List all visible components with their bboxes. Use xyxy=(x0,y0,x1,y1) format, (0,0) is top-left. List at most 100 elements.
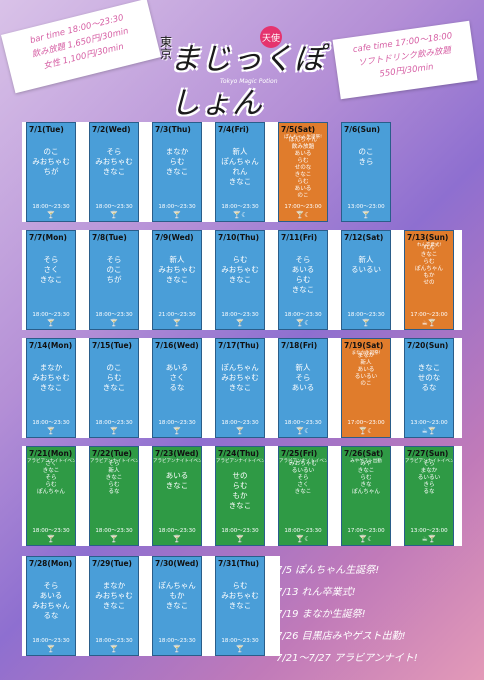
cocktail-icon: 🍸 xyxy=(109,535,119,543)
cocktail-icon: 🍸 xyxy=(361,211,371,219)
day-hours: 18:00〜23:30 xyxy=(158,204,196,210)
staff-name: みおちゃん xyxy=(32,601,70,610)
day-cell: 7/6(Sun) のこ きら 13:00〜23:00 🍸 xyxy=(341,122,391,222)
staff-name: あいる xyxy=(294,151,312,157)
staff-name: きなこ xyxy=(228,601,252,610)
staff-name: あいる xyxy=(165,363,189,372)
week-row: 7/28(Mon) そら あいる みおちゃん るな 18:00〜23:30 🍸 7/29(Tu… xyxy=(22,556,280,656)
cocktail-icon: 🍸 xyxy=(172,645,182,653)
staff-name: ぽんちゃん xyxy=(352,489,380,495)
staff-name: きら xyxy=(358,157,374,166)
staff-name: のこ xyxy=(106,265,122,274)
day-date: 7/16(Wed) xyxy=(155,341,199,350)
staff-list: そら あいる らむ きなこ xyxy=(279,255,327,295)
day-event-label: アラビアンナイトイベント xyxy=(90,459,139,464)
staff-name: 新人 xyxy=(108,468,120,474)
day-hours: 13:00〜23:00 xyxy=(410,528,448,534)
staff-name: のこ xyxy=(106,363,122,372)
day-date: 7/5(Sat) xyxy=(281,125,316,134)
day-cell: 7/28(Mon) そら あいる みおちゃん るな 18:00〜23:30 🍸 xyxy=(26,556,76,656)
cocktail-icon: 🍸 xyxy=(109,427,119,435)
staff-name: らむ xyxy=(295,275,311,284)
day-cell: 7/18(Fri) 新人 そら あいる 18:00〜23:30 🍸☾ xyxy=(278,338,328,438)
staff-name: 新人 xyxy=(295,363,311,372)
day-cell: 7/9(Wed) 新人 みおちゃむ きなこ 21:00〜23:30 🍸 xyxy=(152,230,202,330)
day-cell: 7/17(Thu) ぽんちゃん みおちゃむ きなこ 18:00〜23:30 🍸 xyxy=(215,338,265,438)
staff-list: あいる さく るな xyxy=(153,363,201,393)
day-date: 7/7(Mon) xyxy=(29,233,67,242)
staff-name: ぽんちゃん xyxy=(415,266,443,272)
staff-name: らむ xyxy=(108,482,120,488)
cocktail-icon: 🍸 xyxy=(235,535,245,543)
staff-list: 新人 るいるい xyxy=(342,255,390,275)
day-hours: 18:00〜23:30 xyxy=(284,312,322,318)
staff-name: れん xyxy=(232,167,248,176)
staff-name: きなこ xyxy=(228,501,252,510)
staff-name: きなこ xyxy=(105,475,123,481)
day-hours: 18:00〜23:30 xyxy=(95,312,133,318)
day-hours: 13:00〜23:00 xyxy=(347,204,385,210)
staff-name: きなこ xyxy=(102,167,126,176)
day-hours: 18:00〜23:30 xyxy=(95,204,133,210)
staff-name: らむ xyxy=(360,475,372,481)
day-hours: 18:00〜23:30 xyxy=(158,528,196,534)
staff-name: るな xyxy=(169,383,185,392)
staff-list: さく きなこ そら らむ ぽんちゃん xyxy=(27,461,75,496)
cocktail-icon: 🍸 xyxy=(109,319,119,327)
day-hours: 18:00〜23:30 xyxy=(221,204,259,210)
day-date: 7/26(Sat) xyxy=(344,449,384,458)
staff-name: みおちゃむ xyxy=(221,373,259,382)
staff-list: そら さく きなこ xyxy=(27,255,75,285)
staff-name: きなこ xyxy=(228,275,252,284)
staff-name: るな xyxy=(423,489,435,495)
day-hours: 18:00〜23:30 xyxy=(32,638,70,644)
day-hours: 18:00〜23:30 xyxy=(221,528,259,534)
day-date: 7/19(Sat) xyxy=(344,341,384,350)
day-date: 7/13(Sun) xyxy=(407,233,449,242)
staff-list: あいる きなこ xyxy=(153,471,201,491)
cocktail-icon: 🍸 xyxy=(46,211,56,219)
day-hours: 18:00〜23:30 xyxy=(95,638,133,644)
day-date: 7/9(Wed) xyxy=(155,233,194,242)
day-date: 7/18(Fri) xyxy=(281,341,318,350)
event-item: 7/21〜7/27 アラビアンナイト! xyxy=(276,653,418,664)
staff-name: みおちゃむ xyxy=(95,157,133,166)
day-event-label: アラビアンナイトイベント xyxy=(405,459,454,464)
day-cell: 7/24(Thu) アラビアンナイトイベント せの らむ もか きなこ 18:00〜23:3… xyxy=(215,446,265,546)
day-cell: 7/8(Tue) そら のこ ちが 18:00〜23:30 🍸 xyxy=(89,230,139,330)
staff-list: そら まなか るいるい きら るな xyxy=(405,461,453,496)
staff-name: きなこ xyxy=(417,363,441,372)
day-event-label: アラビアンナイトイベント xyxy=(279,459,328,464)
day-date: 7/25(Fri) xyxy=(281,449,318,458)
day-date: 7/17(Thu) xyxy=(218,341,260,350)
staff-name: もか xyxy=(169,591,185,600)
staff-name: あいる xyxy=(39,591,63,600)
staff-list: ぽんちゃん みおちゃむ きなこ xyxy=(216,363,264,393)
day-cell: 7/27(Sun) アラビアンナイトイベント そら まなか るいるい きら るな 13:00〜… xyxy=(404,446,454,546)
day-cell: 7/1(Tue) のこ みおちゃむ ちが 18:00〜23:30 🍸 xyxy=(26,122,76,222)
cocktail-icon: 🍸 xyxy=(109,211,119,219)
staff-name: らむ xyxy=(45,482,57,488)
staff-name: のこ xyxy=(297,193,309,199)
cocktail-icon: 🍸 xyxy=(235,319,245,327)
staff-name: るいるい xyxy=(351,265,381,274)
staff-name: きなこ xyxy=(420,252,438,258)
day-date: 7/1(Tue) xyxy=(29,125,64,134)
staff-name: きなこ xyxy=(39,383,63,392)
day-cell: 7/29(Tue) まなか みおちゃむ きなこ 18:00〜23:30 🍸 xyxy=(89,556,139,656)
day-date: 7/30(Wed) xyxy=(155,559,199,568)
staff-name: そら xyxy=(45,475,57,481)
day-cell: 7/5(Sat) ぽんちゃん生誕祭! ぽんちゃん 飲み放題 あいる らむ せのな きなこ らむあ… xyxy=(278,122,328,222)
day-cell: 7/20(Sun) きなこ せのな るな 13:00〜23:00 ☕🍸 xyxy=(404,338,454,438)
staff-name: ぽんちゃん xyxy=(221,157,259,166)
cocktail-icon: 🍸 xyxy=(172,211,182,219)
staff-name: きなこ xyxy=(102,383,126,392)
day-event-label: アラビアンナイトイベント xyxy=(27,459,76,464)
bar-price-note: bar time 18:00〜23:30 飲み放題 1,650円/30min 女… xyxy=(0,0,162,94)
logo-tagline: Tokyo Magic Potion xyxy=(220,78,278,85)
cocktail-icon: 🍸 xyxy=(172,427,182,435)
staff-list: 新人 みおちゃむ きなこ xyxy=(153,255,201,285)
shop-logo: 東京 まじっくぽしょん 天使 Tokyo Magic Potion xyxy=(160,20,330,121)
day-date: 7/10(Thu) xyxy=(218,233,260,242)
staff-name: 新人 xyxy=(358,255,374,264)
